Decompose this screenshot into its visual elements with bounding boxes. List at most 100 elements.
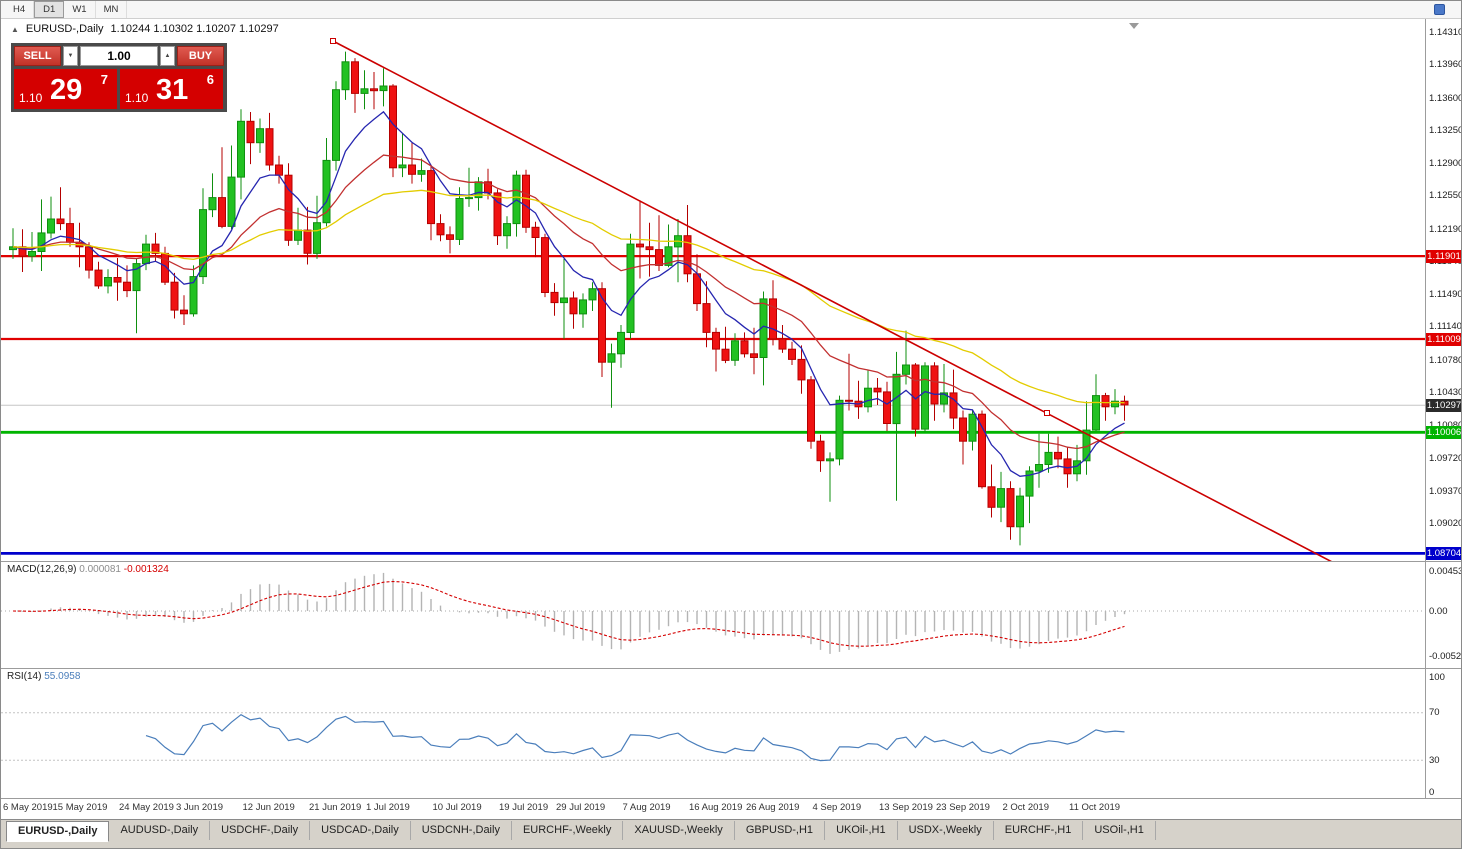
macd-main-value: 0.000081 [79,564,121,575]
price-level-label-1.11009: 1.11009 [1426,332,1461,346]
date-label: 13 Sep 2019 [879,802,933,813]
price-tick: 1.11140 [1429,321,1462,333]
descending-trendline[interactable] [332,40,1336,561]
price-tick: 1.10780 [1429,354,1462,366]
fast-ma-line[interactable] [12,110,1125,477]
buy-price-display[interactable]: 1.10 31 6 [120,69,223,109]
macd-axis-tick: -0.005205 [1429,651,1462,662]
timeframe-h4[interactable]: H4 [5,1,35,18]
collapse-trade-panel-arrow[interactable]: ▲ [11,24,19,34]
macd-indicator-chart [1,572,1425,654]
date-label: 15 May 2019 [52,802,108,813]
buy-button[interactable]: BUY [177,46,224,66]
tab-usdcnh-daily[interactable]: USDCNH-,Daily [411,821,512,840]
macd-label: MACD(12,26,9) 0.000081 -0.001324 [7,564,169,575]
price-tick: 1.12190 [1429,223,1462,235]
price-tick: 1.09720 [1429,453,1462,465]
price-tick: 1.13250 [1429,125,1462,137]
date-label: 29 Jul 2019 [556,802,606,813]
price-level-label-1.11901: 1.11901 [1426,249,1461,263]
chart-symbol-label: EURUSD-,Daily [25,23,104,35]
tab-eurchf-h1[interactable]: EURCHF-,H1 [994,821,1084,840]
date-label: 6 May 2019 [3,802,53,813]
tab-eurusd-daily[interactable]: EURUSD-,Daily [6,821,110,842]
tab-usdx-weekly[interactable]: USDX-,Weekly [898,821,994,840]
date-label: 23 Sep 2019 [936,802,990,813]
date-label: 3 Jun 2019 [176,802,224,813]
trendline-handle[interactable] [330,38,336,44]
rsi-name: RSI(14) [7,671,42,682]
date-label: 7 Aug 2019 [622,802,671,813]
tab-usdchf-daily[interactable]: USDCHF-,Daily [210,821,311,840]
volume-decrease-button[interactable]: ▼ [63,46,78,66]
chart-header: ▲ EURUSD-,Daily 1.10244 1.10302 1.10207 … [11,23,279,35]
tab-eurchf-weekly[interactable]: EURCHF-,Weekly [512,821,624,840]
date-label: 10 Jul 2019 [432,802,482,813]
tab-ukoil-h1[interactable]: UKOil-,H1 [825,821,898,840]
price-tick: 1.10080 [1429,420,1461,431]
price-tick: 1.10430 [1429,387,1462,399]
date-label: 19 Jul 2019 [499,802,549,813]
panel-separator[interactable] [1,561,1461,562]
price-tick: 1.11490 [1429,288,1462,300]
tab-usoil-h1[interactable]: USOil-,H1 [1083,821,1156,840]
rsi-axis-tick: 70 [1429,707,1440,718]
rsi-axis-tick: 0 [1429,787,1435,798]
chart-shift-marker[interactable] [1129,23,1139,29]
price-level-label-1.10297: 1.10297 [1426,398,1462,412]
date-label: 16 Aug 2019 [689,802,743,813]
tab-xauusd-weekly[interactable]: XAUUSD-,Weekly [623,821,735,840]
price-tick: 1.13960 [1429,59,1462,71]
one-click-trading-panel: SELL ▼ ▲ BUY 1.10 29 7 1.10 31 6 [11,43,227,112]
rsi-label: RSI(14) 55.0958 [7,671,80,682]
macd-signal-line [12,580,1125,647]
date-label: 2 Oct 2019 [1002,802,1049,813]
price-axis-separator [1425,19,1426,798]
macd-axis-tick: 0.004536 [1429,566,1461,577]
rsi-line [145,713,1125,762]
panel-separator [1,798,1461,799]
buy-price-big-digits: 31 [156,74,189,106]
timeframe-w1[interactable]: W1 [64,1,96,18]
timeframe-d1[interactable]: D1 [34,1,65,18]
date-label: 1 Jul 2019 [366,802,410,813]
tab-usdcad-daily[interactable]: USDCAD-,Daily [310,821,411,840]
timeframe-mn[interactable]: MN [96,1,128,18]
chart-ohlc-values: 1.10244 1.10302 1.10207 1.10297 [110,23,279,35]
candlestick-chart[interactable] [1,19,1425,561]
macd-name: MACD(12,26,9) [7,564,77,575]
volume-increase-button[interactable]: ▲ [160,46,175,66]
sell-price-display[interactable]: 1.10 29 7 [14,69,117,109]
trade-panel-controls: SELL ▼ ▲ BUY [14,46,224,66]
date-label: 24 May 2019 [119,802,174,813]
price-tick: 1.09020 [1429,518,1462,530]
date-label: 4 Sep 2019 [812,802,862,813]
date-label: 21 Jun 2019 [309,802,362,813]
slow-ma-line[interactable] [12,189,1125,404]
candles [9,51,1129,546]
buy-price-prefix: 1.10 [125,91,149,105]
tab-gbpusd-h1[interactable]: GBPUSD-,H1 [735,821,826,840]
timeframe-toolbar: H4 D1 W1 MN [1,1,1461,19]
medium-ma-line[interactable] [12,154,1125,450]
trendline-handle[interactable] [1044,410,1050,416]
price-tick: 1.12900 [1429,157,1462,169]
price-tick: 1.09370 [1429,485,1462,497]
symbol-tab-bar: EURUSD-,Daily AUDUSD-,Daily USDCHF-,Daily U… [1,819,1461,848]
tab-audusd-daily[interactable]: AUDUSD-,Daily [109,821,211,840]
sell-button[interactable]: SELL [14,46,61,66]
date-label: 12 Jun 2019 [242,802,295,813]
price-level-label-1.10006: 1.10006 [1426,425,1462,439]
trade-panel-prices: 1.10 29 7 1.10 31 6 [14,69,224,109]
timeframe-buttons: H4 D1 W1 MN [5,1,128,18]
volume-input[interactable] [80,46,158,66]
panel-separator[interactable] [1,668,1461,669]
price-tick: 1.13600 [1429,92,1462,104]
sell-price-big-digits: 29 [50,74,83,106]
macd-axis-tick: 0.00 [1429,606,1448,617]
rsi-indicator-chart [1,712,1425,762]
chart-window-icon[interactable] [1434,4,1445,15]
date-label: 26 Aug 2019 [746,802,800,813]
sell-price-prefix: 1.10 [19,91,43,105]
price-tick: 1.12550 [1429,190,1462,202]
